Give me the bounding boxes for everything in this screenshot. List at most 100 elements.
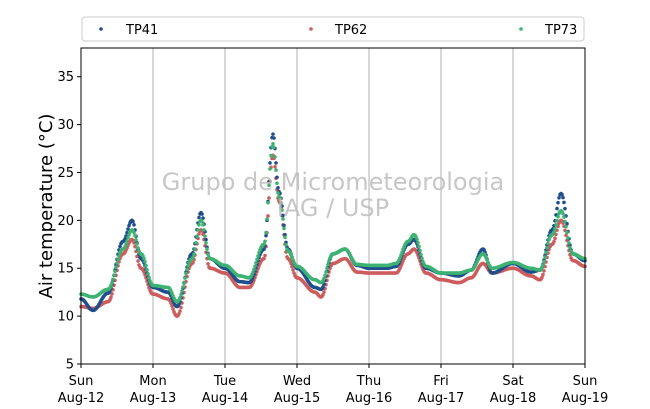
data-point bbox=[180, 289, 184, 293]
data-point bbox=[269, 153, 273, 158]
data-point bbox=[543, 255, 547, 259]
data-point bbox=[263, 253, 267, 258]
data-point bbox=[115, 261, 119, 265]
x-tick-label-day: Wed bbox=[283, 374, 311, 389]
data-point bbox=[126, 227, 130, 231]
data-point bbox=[179, 305, 183, 310]
data-point bbox=[146, 271, 150, 276]
x-tick-label-date: Aug-14 bbox=[202, 391, 249, 406]
data-point bbox=[127, 223, 131, 228]
data-point bbox=[417, 244, 421, 249]
data-point bbox=[554, 223, 558, 227]
data-point bbox=[145, 267, 149, 272]
data-point bbox=[110, 292, 114, 296]
data-point bbox=[183, 276, 187, 280]
data-point bbox=[282, 223, 286, 228]
data-point bbox=[544, 250, 548, 255]
y-tick-label: 10 bbox=[57, 310, 74, 325]
data-point bbox=[560, 192, 564, 197]
data-point bbox=[202, 228, 206, 232]
series-tp73 bbox=[79, 141, 587, 304]
legend-item-tp41: TP41 bbox=[99, 23, 158, 38]
data-point bbox=[134, 238, 138, 242]
x-tick-label-date: Aug-15 bbox=[274, 391, 321, 406]
legend: TP41 TP62 TP73 bbox=[81, 16, 585, 42]
data-point bbox=[206, 261, 210, 266]
data-point bbox=[262, 247, 266, 251]
legend-marker-tp62 bbox=[309, 27, 313, 31]
y-tick-label: 35 bbox=[57, 70, 74, 85]
legend-label-tp73: TP73 bbox=[544, 23, 577, 38]
data-point bbox=[185, 267, 189, 272]
data-point bbox=[135, 242, 139, 246]
legend-marker-tp41 bbox=[99, 27, 103, 31]
data-point bbox=[257, 250, 261, 255]
data-point bbox=[266, 200, 270, 205]
data-point bbox=[540, 265, 544, 270]
data-point bbox=[324, 270, 328, 274]
data-point bbox=[323, 273, 327, 278]
x-tick-label-day: Tue bbox=[213, 374, 236, 389]
data-point bbox=[284, 242, 288, 247]
data-point bbox=[268, 167, 272, 171]
data-point bbox=[400, 250, 404, 255]
data-point bbox=[562, 200, 566, 205]
x-tick-label-day: Fri bbox=[433, 374, 449, 389]
data-point bbox=[281, 213, 285, 218]
y-tick-label: 25 bbox=[57, 166, 74, 181]
data-point bbox=[542, 259, 546, 264]
data-point bbox=[182, 280, 186, 285]
x-tick-label-date: Aug-18 bbox=[490, 391, 537, 406]
data-point bbox=[178, 309, 182, 313]
data-point bbox=[133, 234, 137, 238]
data-point bbox=[142, 256, 146, 261]
data-point bbox=[262, 242, 266, 247]
watermark-line-1: Grupo de Micrometeorologia bbox=[162, 168, 504, 196]
data-point bbox=[193, 247, 197, 251]
data-point bbox=[566, 236, 570, 240]
data-point bbox=[195, 234, 199, 238]
data-point bbox=[203, 234, 207, 238]
data-point bbox=[283, 235, 287, 240]
data-point bbox=[418, 248, 422, 253]
data-point bbox=[272, 136, 276, 140]
data-point bbox=[556, 214, 560, 219]
data-point bbox=[133, 244, 137, 249]
data-point bbox=[204, 237, 208, 242]
data-point bbox=[116, 257, 120, 261]
legend-item-tp73: TP73 bbox=[519, 23, 577, 38]
data-point bbox=[143, 259, 147, 264]
data-point bbox=[191, 260, 195, 265]
data-point bbox=[113, 269, 117, 274]
data-point bbox=[562, 215, 566, 219]
y-tick-label: 30 bbox=[57, 118, 74, 133]
data-point bbox=[263, 239, 267, 244]
data-point bbox=[273, 155, 277, 159]
data-point bbox=[568, 245, 572, 250]
data-point bbox=[197, 215, 201, 220]
data-point bbox=[415, 237, 419, 242]
data-point bbox=[192, 252, 196, 256]
data-point bbox=[144, 263, 148, 268]
data-point bbox=[563, 219, 567, 224]
data-point bbox=[325, 266, 329, 271]
data-point bbox=[420, 256, 424, 261]
y-axis-label: Air temperature (°C) bbox=[36, 114, 57, 299]
data-point bbox=[272, 145, 276, 150]
data-point bbox=[289, 261, 293, 266]
data-point bbox=[274, 161, 278, 165]
x-tick-label-day: Sat bbox=[502, 374, 523, 389]
data-point bbox=[267, 196, 271, 200]
data-point bbox=[557, 196, 561, 200]
x-tick-label-day: Sun bbox=[69, 374, 94, 389]
legend-label-tp41: TP41 bbox=[125, 23, 158, 38]
data-point bbox=[265, 217, 269, 221]
legend-marker-tp73 bbox=[519, 27, 523, 31]
data-point bbox=[254, 261, 258, 265]
x-tick-label-date: Aug-19 bbox=[562, 391, 609, 406]
data-point bbox=[564, 224, 568, 229]
data-point bbox=[278, 196, 282, 200]
data-point bbox=[178, 295, 182, 300]
data-point bbox=[273, 164, 277, 169]
